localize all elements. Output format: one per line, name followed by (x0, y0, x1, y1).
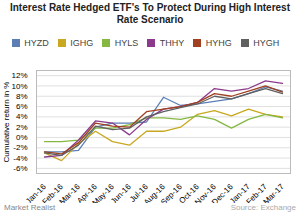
html-text:THHY: THHY (159, 37, 185, 48)
html-text:HYZD: HYZD (24, 37, 49, 48)
svg-text:4%: 4% (16, 112, 28, 121)
html-text:IGHG: IGHG (70, 37, 94, 48)
svg-text:6%: 6% (16, 102, 28, 111)
html-text:Market Realist: Market Realist (4, 202, 56, 212)
svg-text:12%: 12% (11, 71, 27, 80)
html-text:Interest Rate Hedged ETF's To: Interest Rate Hedged ETF's To Protect Du… (10, 2, 290, 25)
svg-text:8%: 8% (16, 91, 28, 100)
svg-text:10%: 10% (11, 81, 27, 90)
html-text:HYHG: HYHG (205, 37, 232, 48)
html-text:Source: Exchange: Source: Exchange (230, 202, 296, 212)
svg-text:Mar-17: Mar-17 (261, 181, 286, 202)
svg-text:2%: 2% (16, 122, 28, 131)
html-text:HYGH: HYGH (253, 37, 280, 48)
svg-text:-2%: -2% (13, 143, 27, 152)
svg-text:Cumulative return in %: Cumulative return in % (2, 81, 11, 162)
html-text:HYLS: HYLS (114, 37, 139, 48)
svg-text:-4%: -4% (13, 153, 27, 162)
svg-text:-6%: -6% (13, 163, 27, 172)
svg-text:0%: 0% (16, 133, 28, 142)
